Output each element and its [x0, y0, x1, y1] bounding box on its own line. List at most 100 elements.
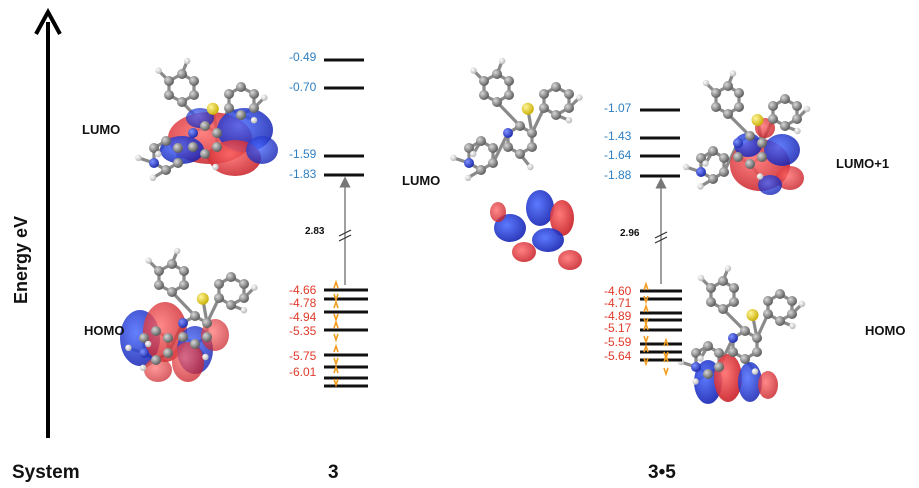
carbon-atom: [178, 332, 188, 342]
panel-b-unoccupied-levels: [640, 108, 680, 178]
carbon-atom: [163, 333, 173, 343]
hydrogen-atom: [697, 274, 705, 282]
carbon-atom: [733, 152, 743, 162]
carbon-atom: [708, 146, 718, 156]
carbon-atom: [492, 69, 502, 79]
hydrogen-atom: [212, 163, 219, 171]
hydrogen-atom: [682, 163, 690, 171]
carbon-atom: [239, 279, 249, 289]
carbon-atom: [714, 348, 724, 358]
carbon-atom: [236, 82, 246, 92]
panel-a-level-occ-5: -5.75: [289, 349, 317, 363]
carbon-atom: [504, 76, 514, 86]
carbon-atom: [212, 142, 222, 152]
hydrogen-atom: [184, 57, 191, 65]
panel-b-level-occ-6: -5.64: [604, 349, 632, 363]
panel-a-homo-label: HOMO: [84, 323, 125, 338]
panel-a-spin-arrows: [333, 279, 339, 388]
hydrogen-atom: [724, 265, 732, 272]
carbon-atom: [224, 103, 234, 113]
carbon-atom: [564, 103, 574, 113]
carbon-atom: [214, 279, 224, 289]
carbon-atom: [740, 326, 750, 336]
panel-a-lumo-molecule: [135, 57, 278, 181]
carbon-atom: [177, 69, 187, 79]
carbon-atom: [527, 142, 537, 152]
carbon-atom: [236, 110, 246, 120]
panel-a-occupied-levels: [324, 288, 368, 388]
carbon-atom: [190, 311, 200, 321]
carbon-atom: [515, 149, 525, 159]
hydrogen-atom: [464, 174, 472, 181]
carbon-atom: [728, 347, 738, 357]
panel-b-occupied-levels: [640, 289, 682, 362]
energy-axis: [34, 7, 62, 438]
carbon-atom: [476, 136, 486, 146]
hydrogen-atom: [527, 163, 534, 171]
carbon-atom: [476, 165, 486, 175]
carbon-atom: [787, 296, 797, 306]
carbon-atom: [212, 128, 222, 138]
panel-b-level-unocc-2: -1.43: [604, 129, 632, 143]
system-3-label: 3: [328, 462, 339, 483]
carbon-atom: [757, 138, 767, 148]
carbon-atom: [564, 89, 574, 99]
carbon-atom: [179, 280, 189, 290]
carbon-atom: [200, 121, 210, 131]
carbon-atom: [488, 158, 498, 168]
panel-a-unoccupied-levels: [324, 58, 364, 177]
panel-b-level-unocc-4: -1.88: [604, 168, 632, 182]
carbon-atom: [719, 153, 729, 163]
hydrogen-atom: [803, 105, 811, 113]
carbon-atom: [706, 297, 716, 307]
panel-a-level-occ-4: -5.35: [289, 324, 317, 338]
carbon-atom: [167, 259, 177, 269]
panel-a-lumo-label: LUMO: [82, 122, 121, 137]
carbon-atom: [151, 326, 161, 336]
panel-b-homo-molecule: [677, 265, 806, 404]
panel-b-lumo-label: LUMO: [402, 173, 441, 188]
hydrogen-atom: [470, 67, 477, 74]
carbon-atom: [775, 316, 785, 326]
panel-a-level-occ-2: -4.78: [289, 296, 317, 310]
sulfur-atom: [196, 292, 209, 305]
panel-b-spin-arrows: [643, 281, 669, 377]
carbon-atom: [729, 283, 739, 293]
hydrogen-atom: [702, 79, 710, 87]
sulfur-atom: [751, 114, 764, 126]
carbon-atom: [745, 131, 755, 141]
hydrogen-atom: [565, 117, 573, 124]
nitrogen-atom: [728, 333, 738, 343]
panel-b-gap-arrow: [654, 177, 668, 284]
carbon-atom: [504, 90, 514, 100]
panel-a-level-unocc-1: -0.49: [289, 50, 317, 64]
hydrogen-atom: [155, 150, 162, 158]
hydrogen-atom: [789, 322, 796, 330]
lumo-orbital-lobes: [490, 190, 582, 270]
carbon-atom: [691, 348, 701, 358]
hydrogen-atom: [794, 127, 801, 135]
hydrogen-atom: [576, 94, 583, 101]
carbon-atom: [752, 333, 762, 343]
carbon-atom: [488, 143, 498, 153]
panel-b-level-occ-4: -5.17: [604, 321, 632, 335]
system-3-5-label: 3•5: [648, 462, 676, 483]
nitrogen-atom: [464, 158, 474, 168]
hydrogen-atom: [450, 154, 457, 161]
hydrogen-atom: [139, 364, 147, 371]
carbon-atom: [164, 76, 174, 86]
hydrogen-atom: [250, 117, 258, 124]
carbon-atom: [768, 101, 778, 111]
carbon-atom: [161, 136, 171, 146]
carbon-atom: [723, 109, 733, 119]
nitrogen-atom: [691, 362, 701, 372]
panel-a-level-occ-6: -6.01: [289, 365, 317, 379]
nitrogen-atom: [733, 138, 743, 148]
hydrogen-atom: [145, 340, 152, 348]
panel-b-lumo1-molecule: [682, 70, 811, 195]
carbon-atom: [239, 293, 249, 303]
carbon-atom: [527, 128, 537, 138]
hydrogen-atom: [470, 150, 477, 158]
carbon-atom: [763, 296, 773, 306]
carbon-atom: [780, 94, 790, 104]
